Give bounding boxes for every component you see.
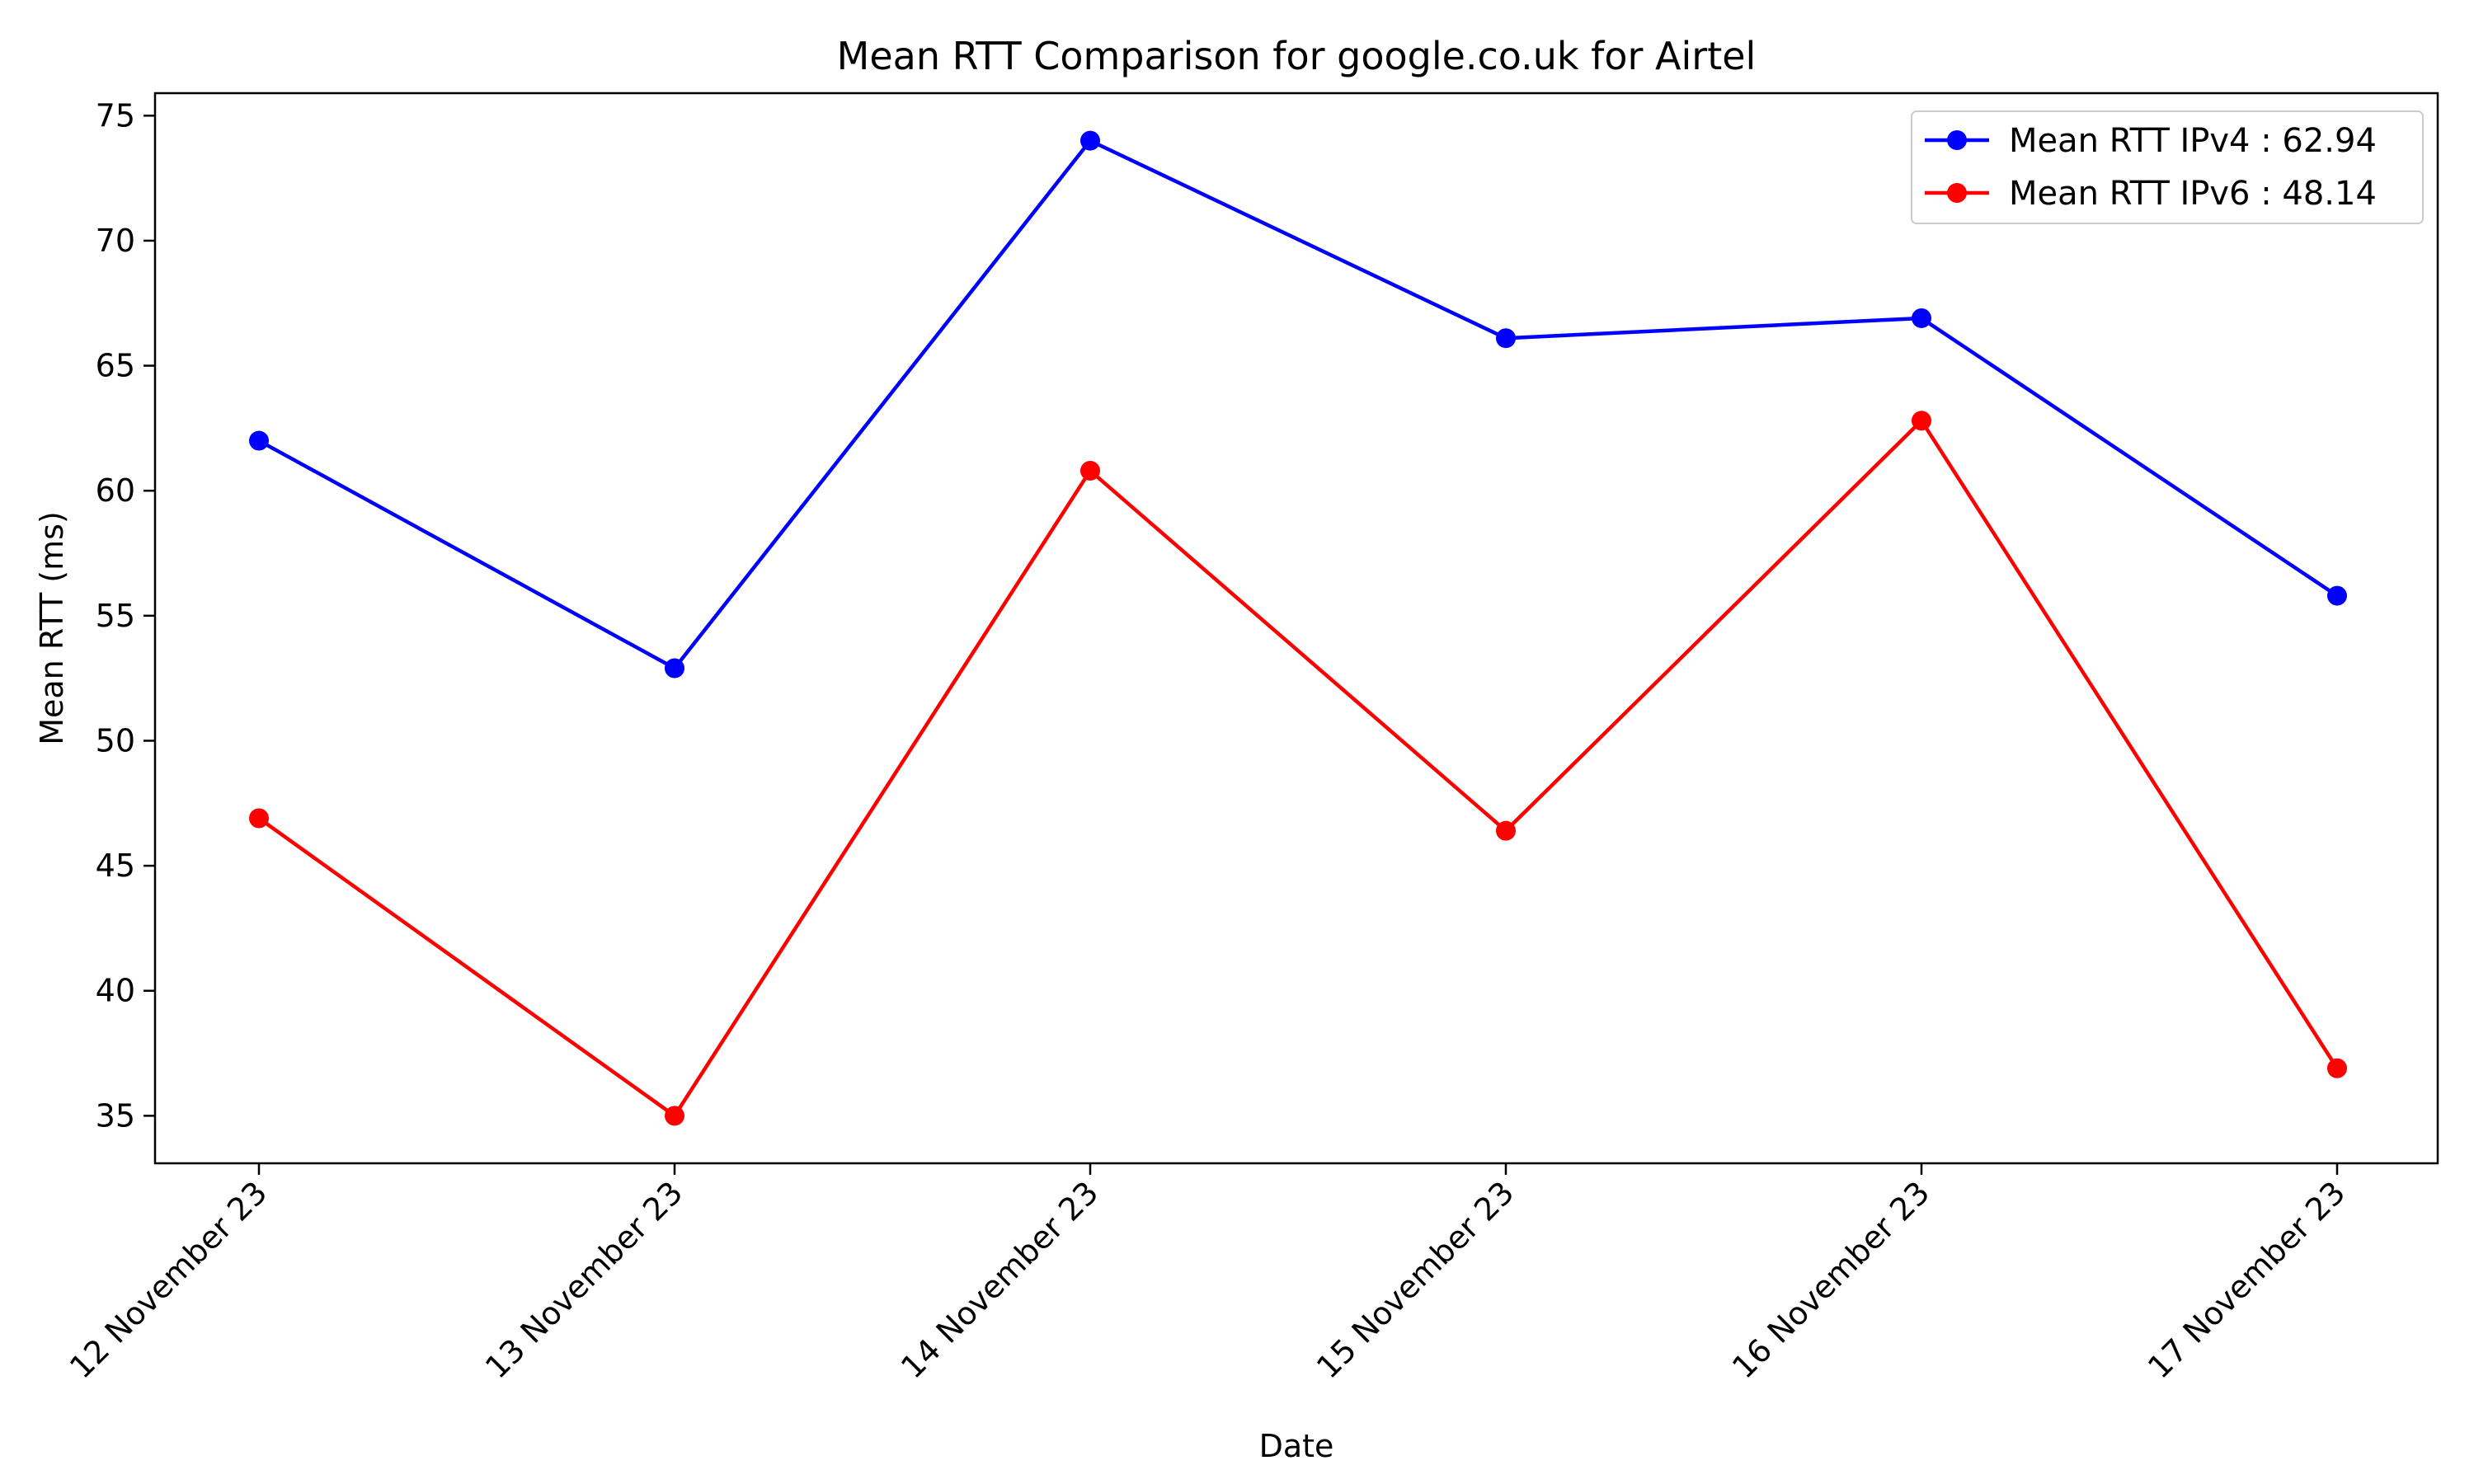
- data-point: [2327, 1058, 2347, 1078]
- y-tick-label: 65: [96, 348, 135, 384]
- y-axis-label: Mean RTT (ms): [34, 511, 70, 745]
- data-point: [1912, 411, 1931, 431]
- series-line: [257, 419, 2339, 1118]
- legend: Mean RTT IPv4 : 62.94 Mean RTT IPv6 : 48.…: [1911, 110, 2424, 224]
- y-tick-label: 75: [96, 97, 135, 134]
- data-point: [2327, 585, 2347, 606]
- data-point: [249, 808, 269, 829]
- data-point: [249, 430, 269, 451]
- legend-box: [1911, 110, 2424, 224]
- plot-frame: [153, 92, 2439, 1165]
- series-line: [257, 139, 2339, 670]
- legend-marker: [1947, 183, 1967, 203]
- plot-series: [249, 130, 2347, 1126]
- x-axis-label: Date: [1259, 1428, 1334, 1464]
- data-point: [1080, 460, 1100, 481]
- data-point: [665, 1106, 684, 1126]
- y-axis: 35 40 45 50 55 60 65 70 75: [96, 97, 155, 1134]
- data-point: [1496, 820, 1516, 841]
- series-ipv6: [249, 411, 2347, 1126]
- y-tick-label: 50: [96, 722, 135, 758]
- y-tick-label: 55: [96, 598, 135, 634]
- y-tick-label: 45: [96, 848, 135, 884]
- chart-title: Mean RTT Comparison for google.co.uk for…: [837, 34, 1757, 78]
- y-tick-label: 70: [96, 223, 135, 259]
- legend-label: Mean RTT IPv6 : 48.14: [2009, 175, 2377, 213]
- data-point: [665, 658, 684, 679]
- data-point: [1080, 130, 1100, 151]
- y-tick-label: 40: [96, 973, 135, 1009]
- legend-label: Mean RTT IPv4 : 62.94: [2009, 122, 2377, 160]
- y-tick-label: 60: [96, 472, 135, 509]
- data-point: [1496, 328, 1516, 349]
- legend-marker: [1947, 130, 1967, 150]
- series-ipv4: [249, 130, 2347, 679]
- y-tick-label: 35: [96, 1097, 135, 1134]
- data-point: [1912, 308, 1931, 328]
